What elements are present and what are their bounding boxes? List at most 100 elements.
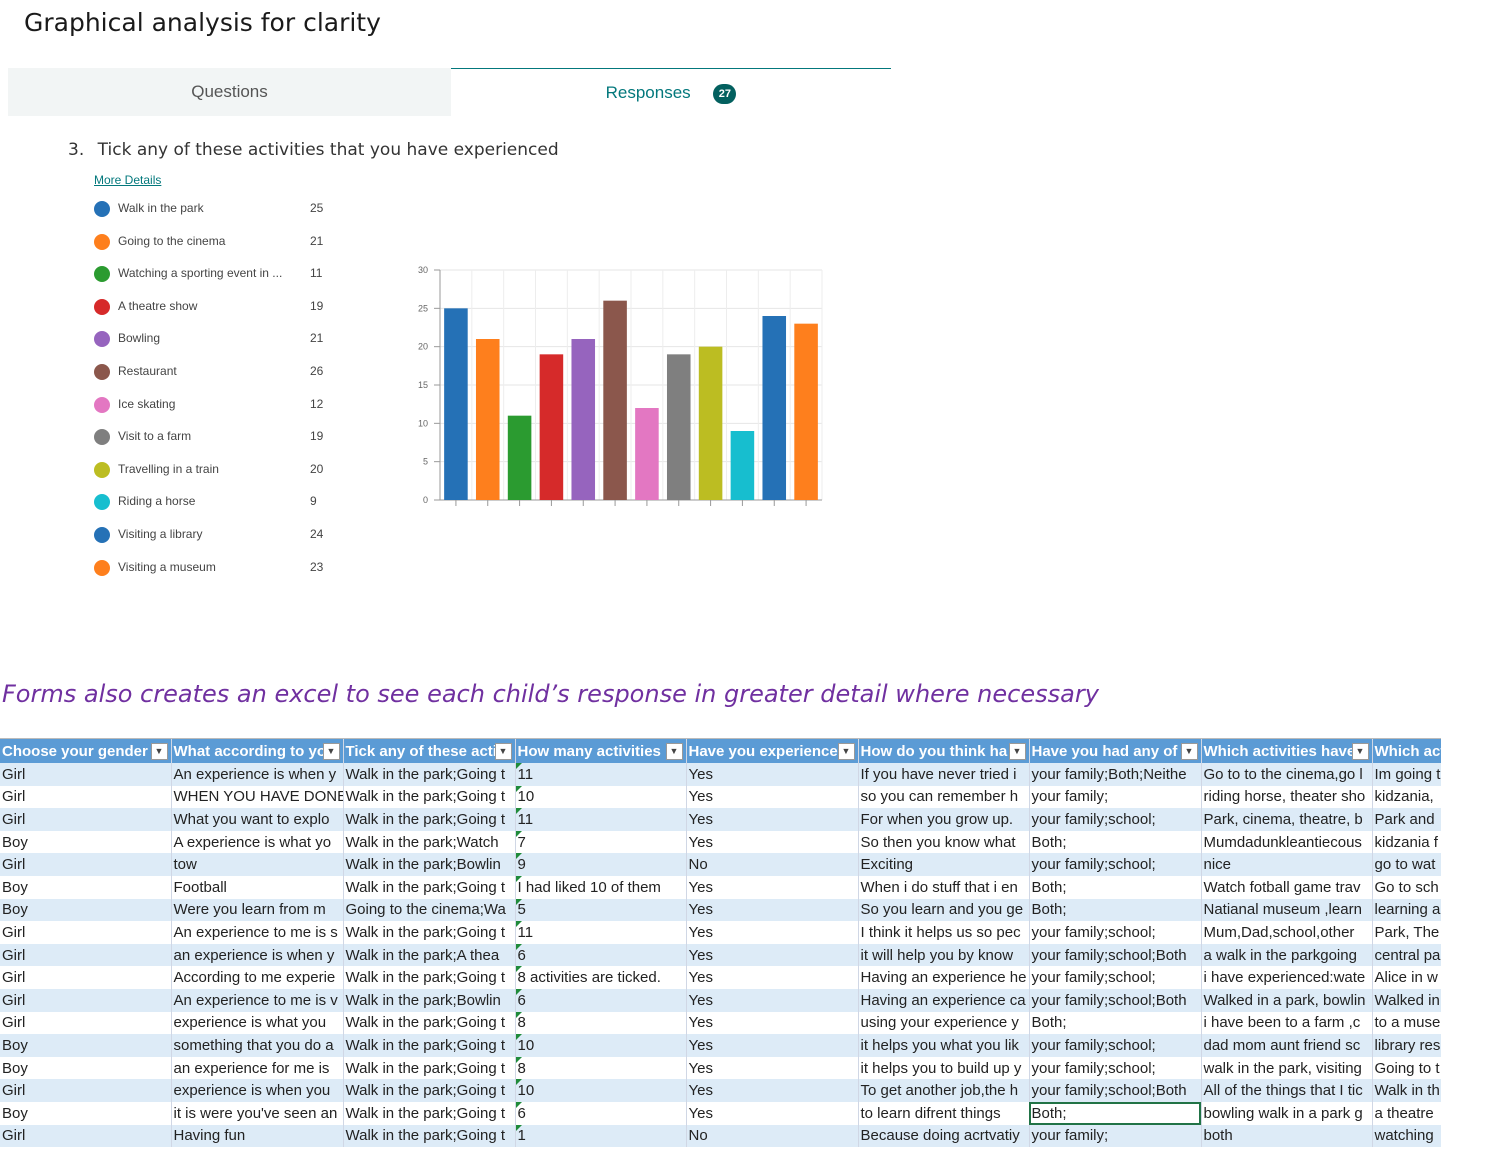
table-cell[interactable]: Both;	[1029, 898, 1202, 922]
table-cell[interactable]: Walk in the park;Watch	[343, 830, 516, 854]
table-cell[interactable]: to learn difrent things	[858, 1101, 1030, 1125]
table-cell[interactable]: Watch fotball game trav	[1201, 875, 1373, 899]
table-cell[interactable]: Girl	[0, 763, 172, 786]
table-cell[interactable]: I think it helps us so pec	[858, 921, 1030, 944]
filter-dropdown-icon[interactable]: ▼	[1351, 743, 1369, 760]
bar[interactable]	[539, 354, 564, 500]
bar[interactable]	[666, 354, 691, 500]
table-cell[interactable]: Yes	[686, 898, 859, 922]
table-cell[interactable]: To get another job,the h	[858, 1079, 1030, 1102]
table-cell[interactable]: Boy	[0, 1034, 172, 1057]
table-cell[interactable]: Girl	[0, 808, 172, 831]
table-cell[interactable]: Yes	[686, 830, 859, 854]
table-cell[interactable]: bowling walk in a park g	[1201, 1101, 1373, 1125]
table-cell[interactable]: i have experienced:wate	[1201, 966, 1373, 989]
table-cell[interactable]: Going to t	[1372, 1056, 1441, 1080]
table-cell[interactable]: Exciting	[858, 853, 1030, 876]
table-cell[interactable]: go to wat	[1372, 853, 1441, 876]
column-header[interactable]: What according to yo ▼	[171, 739, 344, 763]
table-cell[interactable]: 10	[515, 785, 687, 809]
table-cell[interactable]: Both;	[1029, 875, 1202, 899]
table-cell[interactable]: 5	[515, 898, 687, 922]
table-cell[interactable]: Walk in the park;Going t	[343, 1101, 516, 1125]
table-cell[interactable]: So you learn and you ge	[858, 898, 1030, 922]
column-header[interactable]: Have you experience ▼	[686, 739, 859, 763]
table-cell[interactable]: Girl	[0, 988, 172, 1012]
table-cell[interactable]: So then you know what	[858, 830, 1030, 854]
table-cell[interactable]: Girl	[0, 1079, 172, 1102]
table-cell[interactable]: 8	[515, 1056, 687, 1080]
table-cell[interactable]: experience is what you	[171, 1011, 344, 1035]
table-cell[interactable]: Walk in the park;Going t	[343, 808, 516, 831]
table-cell[interactable]: walk in the park, visiting	[1201, 1056, 1373, 1080]
table-cell[interactable]: Girl	[0, 943, 172, 967]
table-cell[interactable]: an experience for me is	[171, 1056, 344, 1080]
table-cell[interactable]: Walk in the park;Going t	[343, 921, 516, 944]
table-cell[interactable]: An experience to me is v	[171, 988, 344, 1012]
table-cell[interactable]: Boy	[0, 1056, 172, 1080]
table-cell[interactable]: nice	[1201, 853, 1373, 876]
table-cell[interactable]: No	[686, 1124, 859, 1148]
table-cell[interactable]: Go to sch	[1372, 875, 1441, 899]
table-cell[interactable]: your family;school;Both	[1029, 1079, 1202, 1102]
table-cell[interactable]: to a muse	[1372, 1011, 1441, 1035]
column-header[interactable]: How do you think ha ▼	[858, 739, 1030, 763]
table-cell[interactable]: Walked in	[1372, 988, 1441, 1012]
table-cell[interactable]: For when you grow up.	[858, 808, 1030, 831]
column-header[interactable]: Choose your gender ▼	[0, 739, 172, 763]
table-cell[interactable]: Yes	[686, 1034, 859, 1057]
table-cell[interactable]: something that you do a	[171, 1034, 344, 1057]
table-cell[interactable]: watching	[1372, 1124, 1441, 1148]
column-header[interactable]: Which activities have ▼	[1201, 739, 1373, 763]
table-cell[interactable]: dad mom aunt friend sc	[1201, 1034, 1373, 1057]
column-header[interactable]: Have you had any of ▼	[1029, 739, 1202, 763]
filter-dropdown-icon[interactable]: ▼	[1008, 743, 1026, 760]
table-cell[interactable]: Yes	[686, 875, 859, 899]
table-cell[interactable]: Girl	[0, 785, 172, 809]
table-cell[interactable]: an experience is when y	[171, 943, 344, 967]
table-cell[interactable]: Yes	[686, 966, 859, 989]
table-cell[interactable]: Yes	[686, 1056, 859, 1080]
table-cell[interactable]: Park, cinema, theatre, b	[1201, 808, 1373, 831]
more-details-link[interactable]: More Details	[94, 173, 162, 187]
table-cell[interactable]: your family;school;Both	[1029, 943, 1202, 967]
table-cell[interactable]: Girl	[0, 1011, 172, 1035]
table-cell[interactable]: your family;	[1029, 785, 1202, 809]
table-cell[interactable]: Walk in the park;Going t	[343, 875, 516, 899]
table-cell[interactable]: Boy	[0, 830, 172, 854]
filter-dropdown-icon[interactable]: ▼	[1180, 743, 1198, 760]
table-cell[interactable]: 7	[515, 830, 687, 854]
filter-dropdown-icon[interactable]: ▼	[665, 743, 683, 760]
tab-responses[interactable]: Responses 27	[451, 68, 891, 116]
table-cell[interactable]: Were you learn from m	[171, 898, 344, 922]
table-cell[interactable]: Girl	[0, 1124, 172, 1148]
table-cell[interactable]: Girl	[0, 853, 172, 876]
table-cell[interactable]: Having an experience he	[858, 966, 1030, 989]
table-cell[interactable]: Girl	[0, 921, 172, 944]
table-cell[interactable]: Walk in the park;Going t	[343, 966, 516, 989]
table-cell[interactable]: Go to to the cinema,go l	[1201, 763, 1373, 786]
table-cell[interactable]: No	[686, 853, 859, 876]
bar[interactable]	[635, 408, 659, 500]
table-cell[interactable]: using your experience y	[858, 1011, 1030, 1035]
table-cell[interactable]: Walk in the park;Going t	[343, 1034, 516, 1057]
bar[interactable]	[762, 316, 787, 500]
table-cell[interactable]: Walk in the park;Going t	[343, 763, 516, 786]
table-cell[interactable]: Walk in the park;Going t	[343, 785, 516, 809]
table-cell[interactable]: Yes	[686, 1101, 859, 1125]
table-cell[interactable]: Park and	[1372, 808, 1441, 831]
table-cell[interactable]: Walk in the park;Going t	[343, 1056, 516, 1080]
table-cell[interactable]: 8	[515, 1011, 687, 1035]
table-cell[interactable]: If you have never tried i	[858, 763, 1030, 786]
table-cell[interactable]: Yes	[686, 763, 859, 786]
table-cell[interactable]: your family;school;	[1029, 808, 1202, 831]
table-cell[interactable]: Both;	[1029, 1101, 1202, 1125]
table-cell[interactable]: All of the things that I tic	[1201, 1079, 1373, 1102]
bar[interactable]	[603, 300, 627, 500]
table-cell[interactable]: riding horse, theater sho	[1201, 785, 1373, 809]
table-cell[interactable]: Boy	[0, 1101, 172, 1125]
table-cell[interactable]: so you can remember h	[858, 785, 1030, 809]
table-cell[interactable]: When i do stuff that i en	[858, 875, 1030, 899]
table-cell[interactable]: your family;school;Both	[1029, 988, 1202, 1012]
table-cell[interactable]: Yes	[686, 785, 859, 809]
